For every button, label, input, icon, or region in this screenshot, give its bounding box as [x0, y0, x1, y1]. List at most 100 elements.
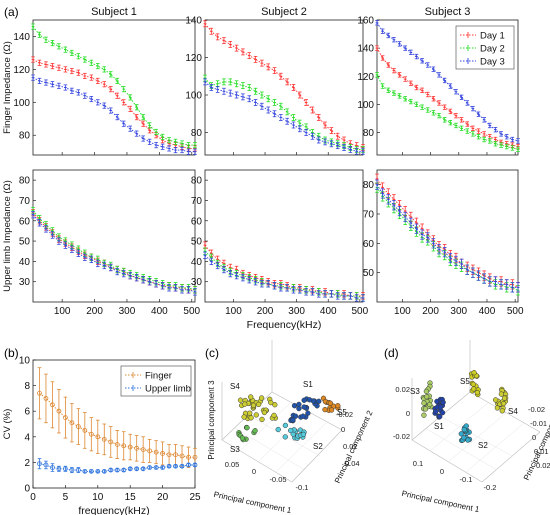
x-tick-label: 0.05	[225, 460, 240, 469]
scatter-point	[421, 412, 427, 418]
scatter-point	[440, 399, 446, 406]
chart-c-pca: S4 S1S5S2S30.050-0.05-0.1-0.0200.020.04Pr…	[207, 340, 375, 515]
x-tick-label: 0	[252, 467, 256, 476]
cluster-S3: S3	[410, 380, 434, 418]
x-axis-label: frequency(kHz)	[78, 505, 149, 515]
scatter-point	[242, 401, 248, 407]
x-tick-label: 500	[507, 306, 524, 317]
scatter-point	[258, 395, 265, 401]
y-tick-label: 140	[185, 16, 202, 27]
data-point	[173, 463, 178, 469]
series-line	[376, 184, 518, 288]
cluster-S1: S1	[432, 396, 446, 431]
panel-label-a: (a)	[4, 5, 19, 19]
x-tick-label: 5	[63, 492, 69, 503]
scatter-point	[275, 426, 281, 433]
y-tick-label: 160	[357, 16, 374, 27]
chart-a-s2-finger: 80 100 120 140 Subject 2	[185, 6, 365, 156]
x-tick-label: -0.2	[484, 483, 497, 492]
data-point	[173, 452, 178, 458]
y-tick-label: 2	[24, 458, 30, 469]
cluster-label: S5	[460, 377, 470, 386]
grid-line	[239, 402, 291, 452]
y-tick-label: 0	[341, 425, 345, 434]
scatter-point	[439, 410, 446, 416]
data-point	[153, 449, 159, 455]
data-point	[166, 452, 172, 458]
x-tick-label: 200	[422, 306, 439, 317]
series-line	[376, 47, 519, 148]
scatter-point	[494, 405, 501, 411]
data-point	[140, 466, 146, 472]
x-tick-label: 300	[450, 306, 467, 317]
scatter-point	[250, 402, 257, 408]
scatter-point	[433, 408, 439, 415]
scatter-point	[288, 427, 294, 434]
scatter-point	[499, 408, 505, 414]
data-point	[134, 445, 140, 451]
cluster-label: S4	[230, 382, 240, 391]
scatter-point	[290, 417, 296, 423]
panel-label-b: (b)	[4, 346, 19, 360]
scatter-point	[474, 389, 480, 396]
y-tick-label: 0.02	[536, 461, 550, 470]
data-point	[140, 447, 146, 453]
chart-d-pca: S5 S3 S4 S1 S2 0.1 0 -0.1 -0.2 -0.02 -0.01 0 0.01 0.0…	[393, 340, 550, 514]
y-tick-label: 100	[13, 98, 30, 109]
cluster-label: S2	[478, 441, 488, 450]
scatter-point	[301, 397, 307, 403]
y-tick-label: 10	[19, 356, 31, 367]
data-point	[166, 463, 172, 469]
x-tick-label: 100	[54, 306, 71, 317]
data-point	[56, 408, 62, 414]
cluster-S2: S2	[275, 422, 323, 451]
cluster-S2: S2	[458, 423, 488, 450]
scatter-point	[335, 403, 341, 409]
legend: Finger Upper limb	[120, 365, 192, 397]
scatter-point	[423, 388, 430, 395]
x-tick-label: 500	[351, 306, 368, 317]
cluster-label: S5	[337, 408, 347, 417]
x-tick-label: 200	[257, 306, 274, 317]
y-tick-label: -0.02	[528, 405, 545, 414]
plot-frame	[204, 19, 364, 156]
y-tick-label: 100	[357, 100, 374, 111]
y-tick-label: 0	[532, 433, 536, 442]
plot-frame	[32, 19, 196, 156]
x-tick-label: 100	[225, 306, 242, 317]
chart-a-s3-finger: 80 100 120 140 160 Subject 3 Day 1 Day 2 Day 3	[357, 6, 520, 156]
data-point	[63, 415, 68, 421]
y-tick-label: 50	[19, 237, 31, 248]
grid-line	[424, 427, 498, 471]
x-axis-label: Frequency(kHz)	[247, 319, 322, 331]
scatter-point	[461, 435, 467, 441]
scatter-point	[322, 406, 328, 413]
cluster-S4: S4	[492, 386, 518, 416]
y-tick-label: 0.01	[534, 447, 549, 456]
data-point	[82, 468, 88, 474]
cluster-S4: S4	[230, 382, 279, 423]
y-tick-label: 6	[24, 407, 30, 418]
series-day3	[31, 74, 197, 155]
data-point	[82, 427, 88, 433]
legend-box	[455, 25, 515, 70]
scatter-point	[500, 400, 507, 407]
scatter-point	[461, 426, 467, 433]
data-point	[153, 465, 159, 470]
data-point	[101, 468, 107, 474]
x-tick-label: 20	[157, 492, 169, 503]
series-line	[376, 187, 519, 291]
y-tick-label: 80	[363, 128, 375, 139]
y-tick-label: 70	[19, 196, 31, 207]
data-point	[50, 465, 55, 470]
y-tick-label: 50	[191, 237, 203, 248]
series-day3	[31, 211, 197, 296]
series-day3	[375, 20, 520, 144]
data-point	[121, 467, 127, 473]
y-tick-label: 60	[191, 216, 203, 227]
cluster-S3: S3	[230, 424, 258, 454]
data-point	[108, 467, 114, 473]
data-point	[56, 466, 62, 472]
grid-line	[234, 427, 306, 471]
